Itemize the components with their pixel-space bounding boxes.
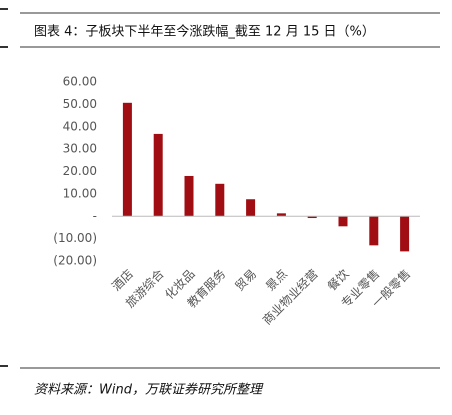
bar [153, 133, 163, 217]
bar [338, 216, 348, 227]
y-tick-label: 40.00 [63, 119, 97, 133]
chart-title: 图表 4：子板块下半年至今涨跌幅_截至 12 月 15 日（%） [34, 24, 375, 40]
bar [122, 102, 132, 217]
y-tick-label: 50.00 [63, 97, 97, 111]
y-tick-label: 10.00 [63, 186, 97, 200]
y-tick-label: 20.00 [63, 164, 97, 178]
y-tick-label: (20.00) [53, 254, 97, 268]
y-tick-label: 30.00 [63, 142, 97, 156]
bar [369, 216, 379, 246]
y-tick-label: 60.00 [63, 75, 97, 89]
bar [307, 216, 317, 219]
y-tick-label: (10.00) [53, 231, 97, 245]
source-note: 资料来源：Wind，万联证券研究所整理 [34, 382, 264, 398]
bar [400, 216, 410, 252]
y-tick-label: - [93, 209, 97, 223]
bar [184, 175, 194, 217]
bar [276, 213, 286, 217]
bar [246, 199, 256, 217]
bar [215, 183, 225, 217]
